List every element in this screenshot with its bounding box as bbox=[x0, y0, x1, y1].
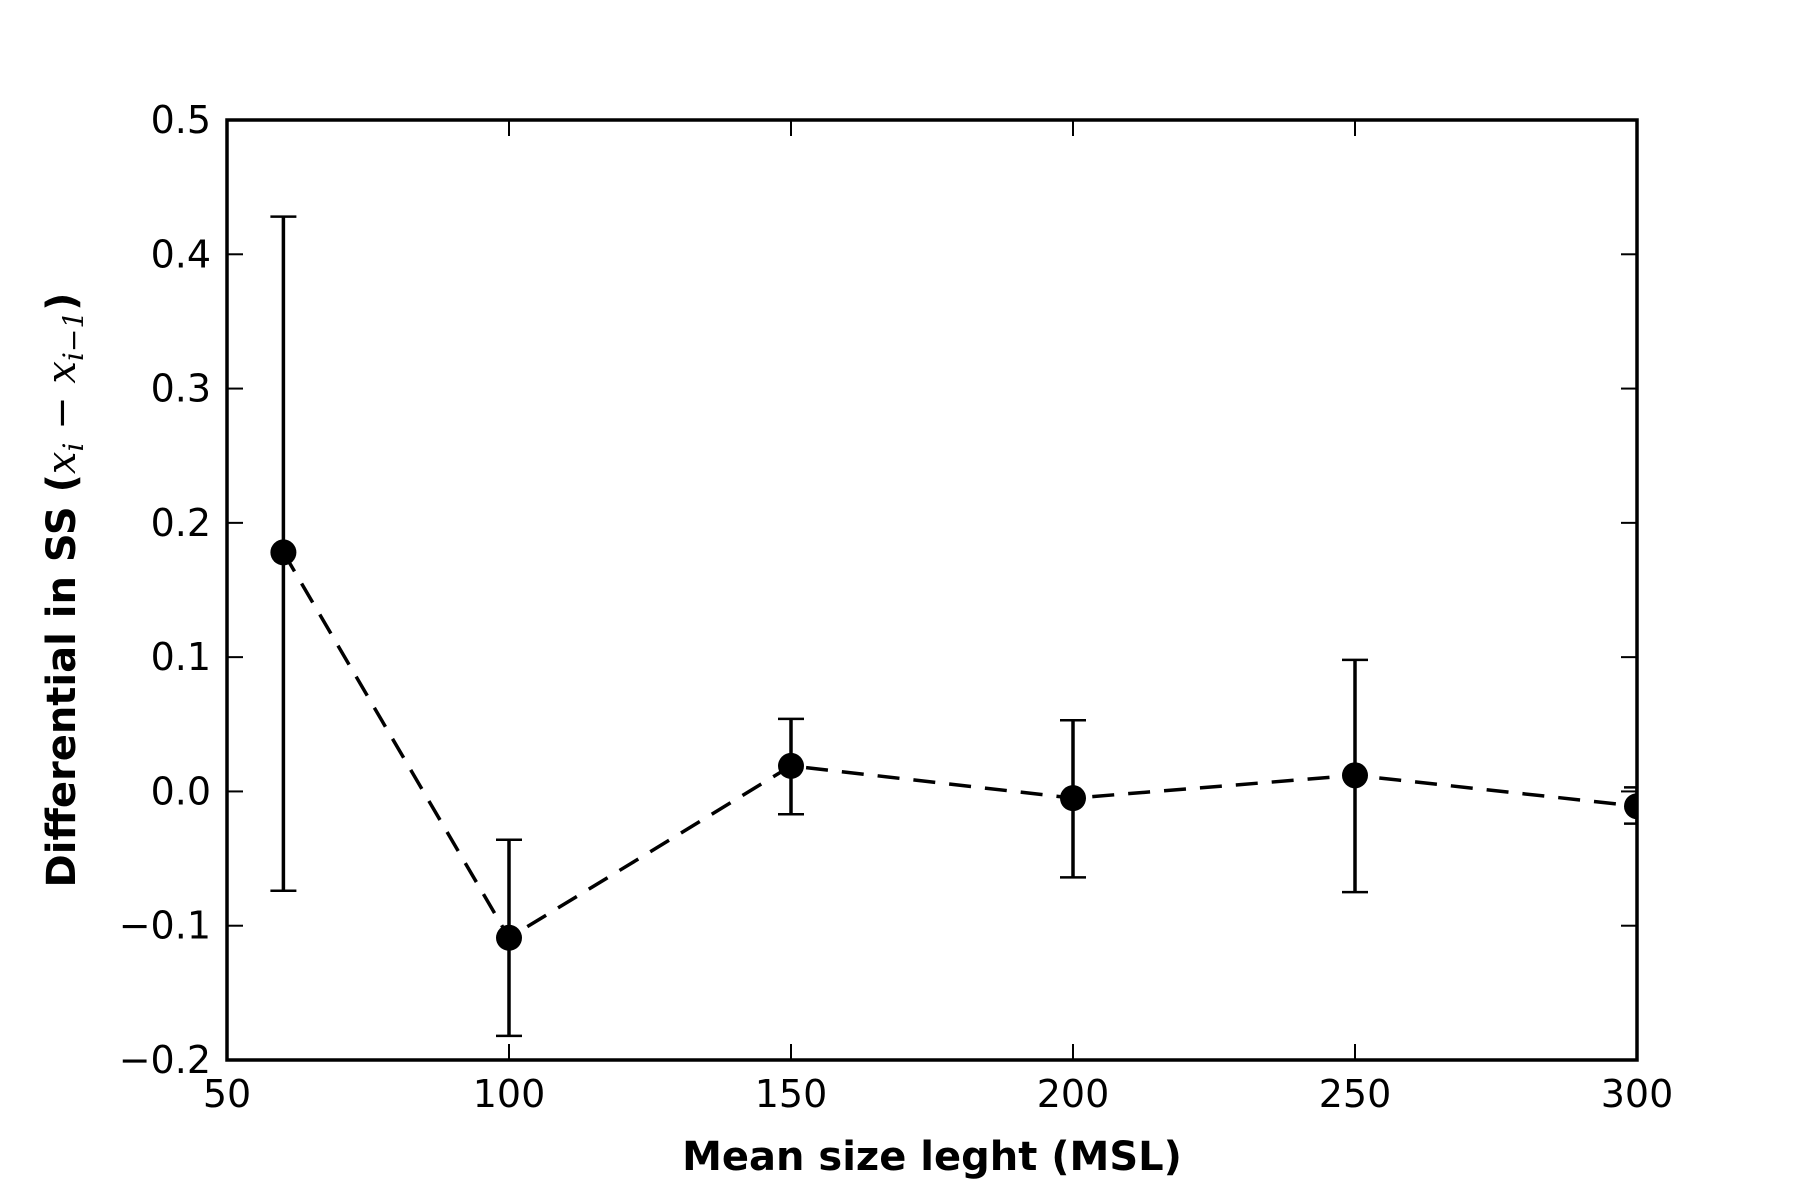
y-tick-label: −0.1 bbox=[119, 904, 211, 948]
y-tick-label: 0.0 bbox=[151, 769, 211, 813]
series-line bbox=[281, 551, 1637, 941]
data-point-1 bbox=[496, 924, 522, 951]
x-tick-label: 250 bbox=[1319, 1072, 1392, 1116]
data-point-2 bbox=[778, 752, 804, 779]
y-axis-label-var1: x bbox=[39, 452, 85, 475]
plot-frame bbox=[225, 118, 1639, 1062]
x-axis-label: Mean size leght (MSL) bbox=[682, 1134, 1182, 1180]
x-tick-labels: 50 100 150 200 250 300 bbox=[203, 1072, 1673, 1116]
y-axis-label-prefix: Differential in SS ( bbox=[39, 474, 85, 887]
plot-area bbox=[270, 215, 1637, 1038]
x-tick-label: 200 bbox=[1037, 1072, 1110, 1116]
y-axis-label-var2: x bbox=[39, 361, 85, 384]
data-markers bbox=[270, 539, 1637, 951]
y-axis-label-minus: − bbox=[39, 384, 85, 443]
y-axis-label-sub1: i bbox=[57, 443, 90, 452]
tick-marks bbox=[226, 119, 1638, 1061]
y-tick-labels: −0.2 −0.1 0.0 0.1 0.2 0.3 0.4 0.5 bbox=[119, 98, 211, 1082]
data-point-4 bbox=[1342, 762, 1368, 789]
data-point-5 bbox=[1624, 793, 1637, 820]
y-axis-label-sub2: i−1 bbox=[57, 311, 90, 361]
x-tick-label: 150 bbox=[755, 1072, 828, 1116]
error-bars bbox=[270, 215, 1637, 1038]
y-tick-label: 0.1 bbox=[151, 635, 211, 679]
y-tick-label: 0.2 bbox=[151, 501, 211, 545]
data-point-0 bbox=[270, 539, 297, 566]
y-tick-label: −0.2 bbox=[119, 1038, 211, 1082]
y-tick-label: 0.5 bbox=[151, 98, 211, 142]
data-point-3 bbox=[1060, 785, 1086, 812]
x-tick-label: 100 bbox=[473, 1072, 546, 1116]
y-tick-label: 0.3 bbox=[151, 367, 211, 411]
y-axis-label-suffix: ) bbox=[39, 293, 85, 311]
x-tick-label: 50 bbox=[203, 1072, 251, 1116]
x-tick-label: 300 bbox=[1601, 1072, 1674, 1116]
y-tick-label: 0.4 bbox=[151, 232, 211, 276]
y-axis-label: Differential in SS (xi − xi−1) bbox=[39, 293, 90, 888]
error-bar-5 bbox=[1624, 786, 1637, 825]
